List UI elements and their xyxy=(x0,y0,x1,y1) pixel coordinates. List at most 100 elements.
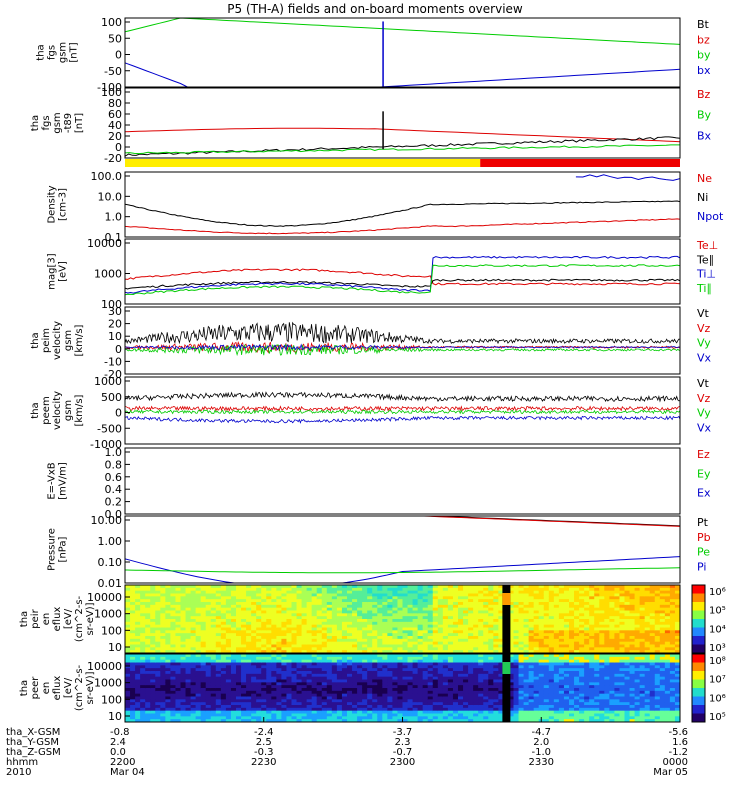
heatmap-cell xyxy=(341,613,348,617)
heatmap-cell xyxy=(205,654,212,658)
heatmap-cell xyxy=(513,624,520,629)
heatmap-cell xyxy=(569,654,575,658)
heatmap-cell xyxy=(629,638,636,643)
heatmap-cell xyxy=(281,716,288,720)
colorbar-swatch xyxy=(692,627,705,637)
heatmap-cell xyxy=(402,610,409,614)
heatmap-cell xyxy=(397,621,404,626)
heatmap-cell xyxy=(629,602,636,606)
heatmap-cell xyxy=(230,699,237,703)
heatmap-cell xyxy=(251,716,257,720)
heatmap-cell xyxy=(463,671,469,675)
heatmap-cell xyxy=(150,644,156,648)
heatmap-cell xyxy=(276,616,283,620)
heatmap-cell xyxy=(387,671,394,675)
heatmap-cell xyxy=(316,627,323,631)
heatmap-cell xyxy=(185,696,192,700)
heatmap-cell xyxy=(362,593,368,597)
heatmap-cell xyxy=(478,665,484,669)
heatmap-cell xyxy=(236,688,242,692)
heatmap-cell xyxy=(256,676,262,681)
heatmap-cell xyxy=(574,610,580,614)
heatmap-cell xyxy=(256,616,262,620)
heatmap-cell xyxy=(447,705,454,709)
heatmap-cell xyxy=(498,621,505,626)
heatmap-cell xyxy=(170,636,177,640)
heatmap-cell xyxy=(165,641,172,646)
heatmap-cell xyxy=(341,719,348,722)
heatmap-cell xyxy=(392,702,399,706)
heatmap-cell xyxy=(175,665,182,669)
heatmap-cell xyxy=(306,710,313,715)
heatmap-cell xyxy=(190,713,197,717)
heatmap-cell xyxy=(427,619,434,623)
legend-entry: Pb xyxy=(697,531,711,544)
heatmap-cell xyxy=(160,650,166,653)
heatmap-cell xyxy=(518,682,525,686)
heatmap-cell xyxy=(427,699,434,703)
heatmap-cell xyxy=(341,679,348,683)
heatmap-cell xyxy=(321,676,328,681)
heatmap-cell xyxy=(170,656,177,661)
heatmap-cell xyxy=(220,602,227,606)
heatmap-cell xyxy=(130,671,136,675)
heatmap-cell xyxy=(478,624,484,629)
heatmap-cell xyxy=(377,682,383,686)
heatmap-cell xyxy=(387,636,394,640)
heatmap-cell xyxy=(442,654,449,658)
heatmap-cell xyxy=(140,630,146,634)
heatmap-cell xyxy=(362,621,368,626)
heatmap-cell xyxy=(624,619,631,623)
heatmap-cell xyxy=(473,650,479,653)
heatmap-cell xyxy=(412,624,419,629)
heatmap-cell xyxy=(130,587,136,592)
heatmap-cell xyxy=(447,673,454,678)
heatmap-cell xyxy=(513,627,520,631)
heatmap-cell xyxy=(533,627,540,631)
heatmap-cell xyxy=(558,659,565,664)
heatmap-cell xyxy=(412,665,419,669)
heatmap-cell xyxy=(326,671,333,675)
heatmap-cell xyxy=(397,702,404,706)
heatmap-cell xyxy=(200,633,207,637)
heatmap-cell xyxy=(447,636,454,640)
heatmap-cell xyxy=(215,633,222,637)
heatmap-cell xyxy=(225,619,232,623)
heatmap-cell xyxy=(150,585,156,589)
heatmap-cell xyxy=(392,633,399,637)
heatmap-cell xyxy=(402,602,409,606)
heatmap-cell xyxy=(130,633,136,637)
heatmap-cell xyxy=(125,644,131,648)
panel-data xyxy=(125,18,680,87)
heatmap-cell xyxy=(508,690,515,695)
heatmap-cell xyxy=(599,607,605,612)
heatmap-cell xyxy=(256,593,262,597)
heatmap-cell xyxy=(382,590,388,595)
heatmap-cell xyxy=(422,682,429,686)
heatmap-cell xyxy=(246,638,252,643)
heatmap-cell xyxy=(619,602,626,606)
heatmap-cell xyxy=(513,671,520,675)
heatmap-cell xyxy=(266,668,272,672)
heatmap-cell xyxy=(432,688,439,692)
heatmap-cell xyxy=(407,707,414,712)
heatmap-cell xyxy=(276,719,283,722)
heatmap-cell xyxy=(664,633,671,637)
heatmap-cell xyxy=(200,693,207,698)
heatmap-cell xyxy=(402,647,409,651)
heatmap-cell xyxy=(261,710,267,715)
heatmap-cell xyxy=(473,602,479,606)
heatmap-cell xyxy=(533,662,540,666)
heatmap-cell xyxy=(301,641,308,646)
heatmap-cell xyxy=(347,707,353,712)
heatmap-cell xyxy=(286,676,293,681)
heatmap-cell xyxy=(150,613,156,617)
heatmap-cell xyxy=(200,604,207,609)
heatmap-cell xyxy=(387,633,394,637)
heatmap-cell xyxy=(286,688,293,692)
series-line xyxy=(125,62,680,87)
heatmap-cell xyxy=(306,690,313,695)
heatmap-cell xyxy=(200,656,207,661)
heatmap-cell xyxy=(579,621,585,626)
heatmap-cell xyxy=(382,621,388,626)
